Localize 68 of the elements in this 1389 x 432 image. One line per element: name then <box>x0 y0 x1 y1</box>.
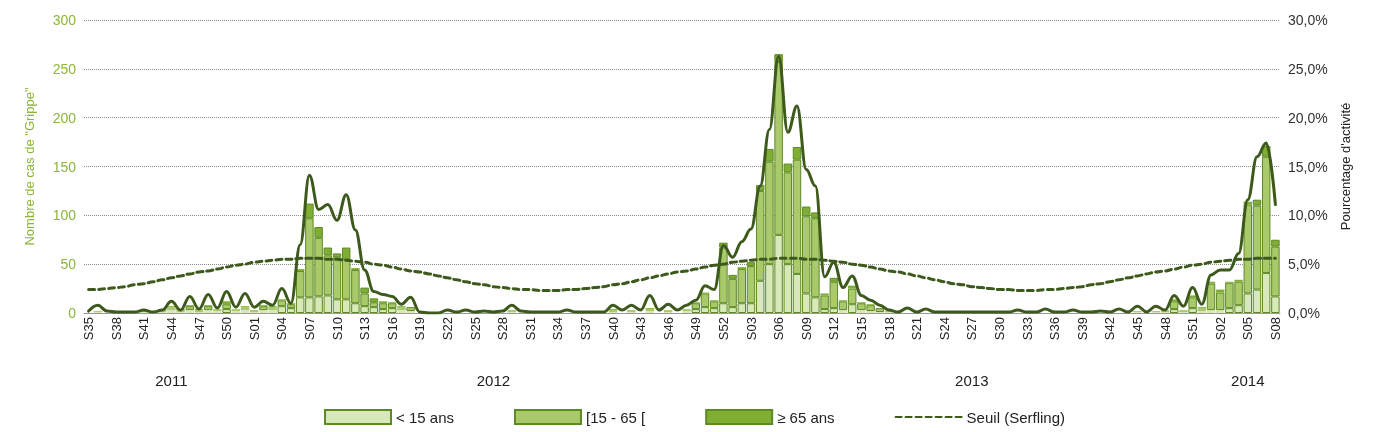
x-tick-label: S35 <box>81 317 97 341</box>
x-tick-label: S13 <box>357 317 373 341</box>
x-tick-label: S40 <box>605 317 621 341</box>
x-tick-label: S36 <box>1047 317 1063 341</box>
x-tick-label: S04 <box>274 317 290 341</box>
x-tick-label: S18 <box>881 317 897 341</box>
x-tick-label: S27 <box>964 317 980 341</box>
x-tick-label: S19 <box>412 317 428 341</box>
y-tick-label: 50 <box>60 256 77 273</box>
x-tick-label: S42 <box>1102 317 1118 341</box>
legend-label: < 15 ans <box>396 408 454 426</box>
x-tick-label: S10 <box>329 317 345 341</box>
text: 2012 <box>476 372 511 389</box>
x-tick-label: S16 <box>384 317 400 341</box>
x-tick-label: S48 <box>1157 317 1173 341</box>
legend-label: ≥ 65 ans <box>777 408 835 426</box>
y-tick-label: 250 <box>52 60 77 77</box>
y2-tick-label: 30,0% <box>1288 12 1328 28</box>
x-tick-label: S51 <box>1185 317 1201 341</box>
x-tick-label: S45 <box>1129 317 1145 341</box>
x-tick-label: S47 <box>191 317 207 341</box>
x-tick-label: S21 <box>909 317 925 341</box>
x-tick-label: S31 <box>522 317 538 341</box>
x-tick-label: S50 <box>219 317 235 341</box>
x-tick-label: S07 <box>301 317 317 341</box>
x-tick-label: S44 <box>163 317 179 341</box>
x-tick-label: S52 <box>715 317 731 341</box>
x-tick-label: S12 <box>826 317 842 341</box>
x-tick-label: S05 <box>1240 317 1256 341</box>
y2-tick-label: 5,0% <box>1288 256 1320 273</box>
y-tick-label: 100 <box>52 207 77 224</box>
y-tick-label: 0 <box>68 305 77 321</box>
x-tick-label: S22 <box>439 317 455 341</box>
x-tick-label: S34 <box>550 317 566 341</box>
x-tick-label: S30 <box>991 317 1007 341</box>
text: 2011 <box>155 372 188 389</box>
y2-tick-label: 25,0% <box>1288 60 1328 77</box>
y-axis-title: Nombre de cas de "Grippe" <box>22 87 37 246</box>
text: 2014 <box>1231 372 1265 389</box>
x-tick-label: S37 <box>577 317 593 341</box>
x-tick-label: S38 <box>108 317 124 341</box>
y-tick-label: 150 <box>52 158 77 175</box>
x-tick-label: S41 <box>136 317 152 341</box>
legend-label: Seuil (Serfling) <box>966 408 1065 426</box>
y2-tick-label: 15,0% <box>1288 158 1328 175</box>
x-tick-label: S06 <box>771 317 787 341</box>
x-tick-label: S01 <box>246 317 262 341</box>
x-tick-label: S43 <box>633 317 649 341</box>
x-tick-label: S02 <box>1212 317 1228 341</box>
x-tick-label: S08 <box>1267 317 1283 341</box>
y-tick-label: 300 <box>52 12 77 28</box>
x-tick-label: S25 <box>467 317 483 341</box>
x-tick-label: S49 <box>688 317 704 341</box>
text: 2013 <box>955 372 989 389</box>
x-tick-label: S28 <box>495 317 511 341</box>
x-tick-label: S24 <box>936 317 952 341</box>
y-tick-label: 200 <box>52 109 77 126</box>
legend-label: [15 - 65 [ <box>585 408 647 426</box>
x-tick-label: S39 <box>1074 317 1090 341</box>
y2-tick-label: 10,0% <box>1288 207 1328 224</box>
y2-tick-label: 0,0% <box>1288 305 1320 321</box>
x-tick-label: S03 <box>743 317 759 341</box>
x-tick-label: S33 <box>1019 317 1035 341</box>
y2-axis-title: Pourcentage d'activité <box>1337 102 1353 231</box>
x-tick-label: S09 <box>798 317 814 341</box>
x-tick-label: S15 <box>853 317 869 341</box>
y2-tick-label: 20,0% <box>1288 109 1328 126</box>
x-tick-label: S46 <box>660 317 676 341</box>
